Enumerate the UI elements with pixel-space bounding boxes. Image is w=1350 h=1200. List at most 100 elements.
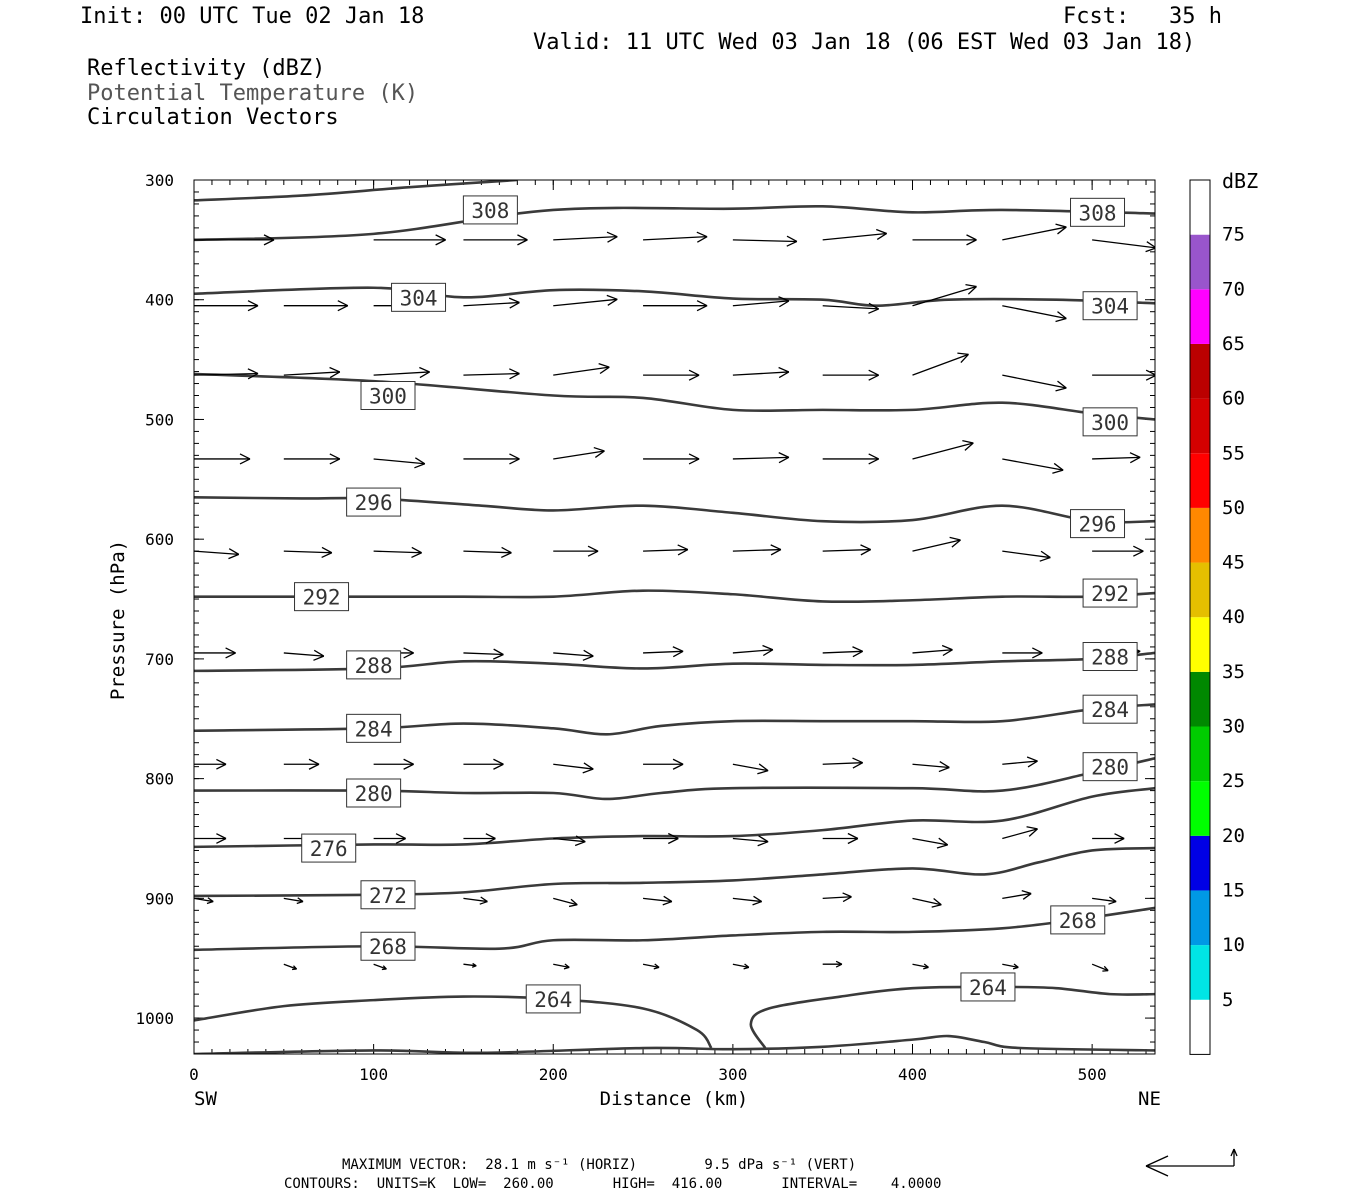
circulation-vector bbox=[194, 758, 227, 770]
circulation-vector bbox=[553, 294, 618, 307]
circulation-vector bbox=[912, 761, 950, 773]
contour-label: 268 bbox=[360, 931, 416, 961]
colorbar-swatch bbox=[1190, 945, 1210, 1000]
theta-contour-288 bbox=[194, 651, 1155, 673]
circulation-vector bbox=[553, 545, 599, 557]
contour-label: 280 bbox=[346, 778, 402, 808]
circulation-vector bbox=[1002, 756, 1038, 768]
circulation-vector bbox=[553, 446, 605, 460]
colorbar-title: dBZ bbox=[1222, 169, 1258, 193]
circulation-vector bbox=[1002, 647, 1043, 659]
circulation-vector bbox=[1092, 545, 1144, 557]
circulation-vector bbox=[373, 758, 414, 770]
colorbar-level-label: 30 bbox=[1222, 716, 1245, 738]
y-tick-label: 1000 bbox=[135, 1009, 174, 1028]
svg-text:296: 296 bbox=[1079, 513, 1117, 537]
circulation-vector bbox=[822, 757, 864, 769]
circulation-vector bbox=[463, 648, 504, 660]
contour-label: 304 bbox=[1082, 291, 1138, 321]
colorbar-swatch bbox=[1190, 289, 1210, 344]
circulation-vector bbox=[822, 646, 864, 658]
circulation-vector bbox=[822, 302, 880, 314]
colorbar-swatch bbox=[1190, 398, 1210, 454]
circulation-vector bbox=[643, 758, 684, 770]
svg-text:264: 264 bbox=[534, 988, 572, 1012]
circulation-vector bbox=[283, 453, 341, 465]
svg-text:304: 304 bbox=[400, 286, 438, 310]
colorbar-swatch bbox=[1190, 726, 1210, 782]
circulation-vector bbox=[912, 283, 977, 307]
svg-text:300: 300 bbox=[1091, 411, 1129, 435]
svg-text:276: 276 bbox=[310, 837, 348, 861]
svg-text:300: 300 bbox=[369, 385, 407, 409]
circulation-vector bbox=[643, 453, 700, 465]
contour-label: 264 bbox=[960, 972, 1016, 1002]
x-tick-label: 300 bbox=[718, 1065, 747, 1084]
circulation-vector bbox=[1002, 458, 1064, 474]
circulation-vector bbox=[643, 300, 708, 312]
colorbar-level-label: 60 bbox=[1222, 388, 1245, 410]
colorbar-level-label: 20 bbox=[1222, 825, 1245, 847]
contour-label: 292 bbox=[1082, 578, 1138, 608]
theta-contour-264 bbox=[194, 1034, 1155, 1054]
svg-text:308: 308 bbox=[471, 199, 509, 223]
theta-contour-264 bbox=[749, 985, 1155, 1049]
svg-text:280: 280 bbox=[355, 782, 393, 806]
svg-text:304: 304 bbox=[1091, 295, 1129, 319]
circulation-vector bbox=[1002, 305, 1067, 323]
circulation-vector bbox=[912, 897, 942, 908]
colorbar-swatch bbox=[1190, 562, 1210, 618]
svg-text:292: 292 bbox=[1091, 582, 1129, 606]
svg-text:284: 284 bbox=[355, 717, 393, 741]
circulation-vector bbox=[912, 352, 969, 376]
x-tick-label: 0 bbox=[189, 1065, 199, 1084]
colorbar-level-label: 10 bbox=[1222, 934, 1245, 956]
max-vector-note: MAXIMUM VECTOR: 28.1 m s⁻¹ (HORIZ) 9.5 d… bbox=[342, 1157, 857, 1173]
circulation-vector bbox=[553, 231, 618, 243]
contour-label: 308 bbox=[1070, 197, 1126, 227]
circulation-vector bbox=[373, 546, 422, 559]
y-tick-label: 900 bbox=[145, 889, 174, 908]
y-tick-label: 800 bbox=[145, 770, 174, 789]
circulation-vector bbox=[912, 234, 977, 246]
colorbar-level-label: 65 bbox=[1222, 333, 1245, 355]
circulation-vector bbox=[194, 234, 275, 246]
circulation-vector bbox=[822, 832, 859, 845]
circulation-vector bbox=[643, 646, 684, 658]
svg-text:288: 288 bbox=[355, 654, 393, 678]
x-tick-label: 100 bbox=[359, 1065, 388, 1084]
circulation-vector bbox=[553, 762, 594, 774]
circulation-vector bbox=[643, 832, 679, 845]
circulation-vector bbox=[373, 457, 426, 469]
y-tick-label: 400 bbox=[145, 291, 174, 310]
circulation-vector bbox=[194, 833, 227, 844]
y-tick-label: 300 bbox=[145, 171, 174, 190]
circulation-vector bbox=[283, 897, 304, 905]
x-tick-label: 200 bbox=[539, 1065, 568, 1084]
circulation-vector bbox=[373, 833, 406, 844]
circulation-vector bbox=[463, 297, 520, 309]
circulation-vector bbox=[732, 763, 769, 775]
contour-label: 300 bbox=[1082, 407, 1138, 437]
circulation-vector bbox=[463, 453, 520, 465]
svg-text:292: 292 bbox=[303, 586, 341, 610]
contour-label: 288 bbox=[346, 650, 402, 680]
colorbar-frame bbox=[1189, 179, 1211, 1055]
colorbar-level-label: 40 bbox=[1222, 606, 1245, 628]
theta-contour-268 bbox=[194, 906, 1155, 952]
circulation-vector bbox=[732, 544, 782, 556]
theta-contour-292 bbox=[194, 589, 1155, 604]
contour-label: 272 bbox=[360, 880, 416, 910]
circulation-vector bbox=[732, 296, 790, 308]
theta-contour-276 bbox=[194, 786, 1155, 849]
circulation-vector bbox=[553, 363, 610, 376]
circulation-vector bbox=[732, 366, 790, 379]
contour-label: 284 bbox=[346, 713, 402, 743]
circulation-vector bbox=[732, 452, 790, 464]
colorbar-swatch bbox=[1190, 343, 1210, 399]
forecast-hour: Fcst: 35 h bbox=[1063, 4, 1222, 29]
y-tick-label: 600 bbox=[145, 530, 174, 549]
colorbar-level-label: 35 bbox=[1222, 661, 1245, 683]
circulation-vector bbox=[643, 369, 700, 381]
